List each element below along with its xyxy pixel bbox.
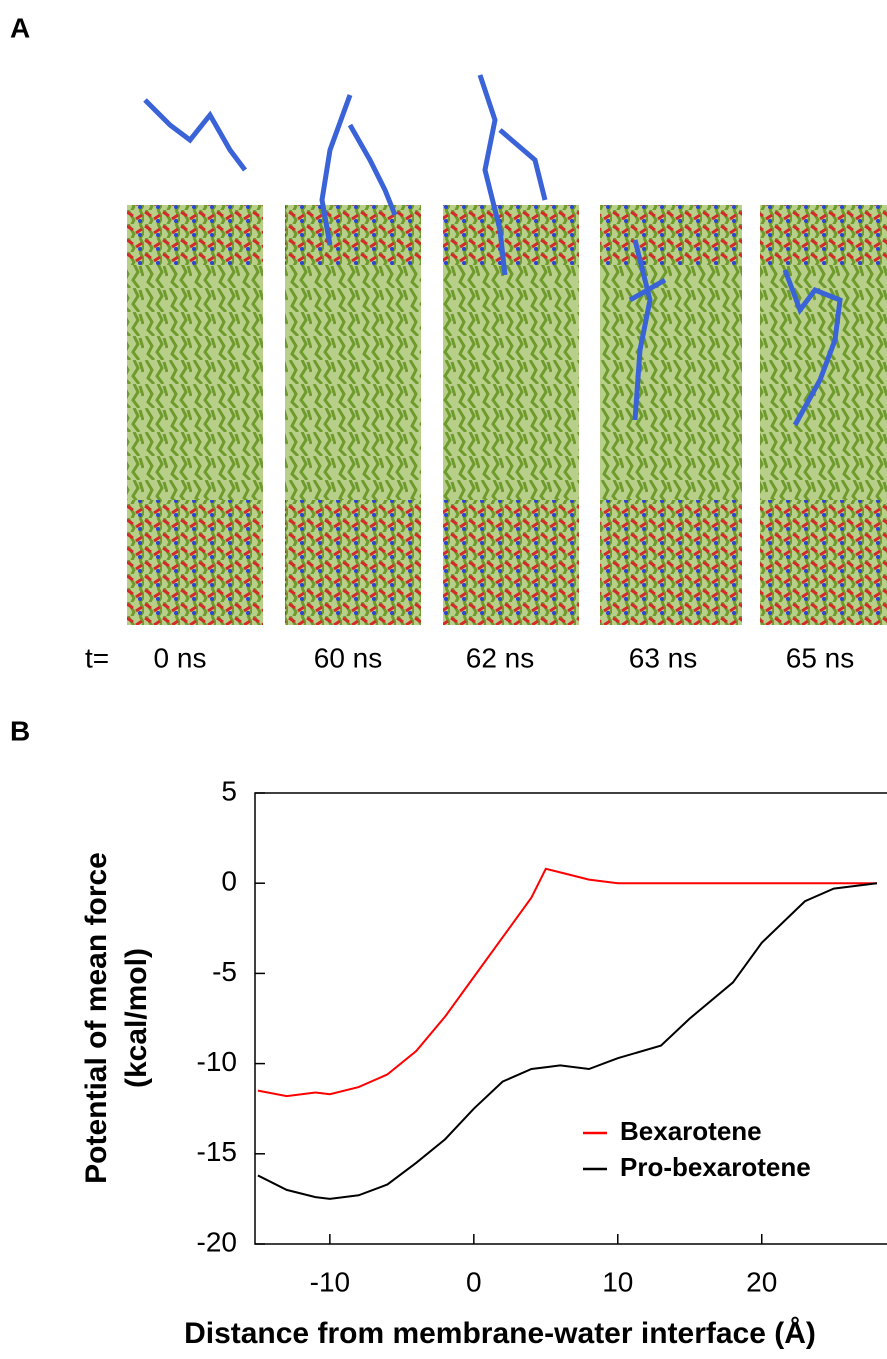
snapshot [443,74,579,625]
y-axis-label: Potential of mean force [80,852,113,1184]
y-tick-label: 0 [221,866,237,897]
legend-label: Pro-bexarotene [620,1152,811,1182]
x-axis-label: Distance from membrane-water interface (… [184,1317,816,1350]
snapshot [127,98,263,625]
y-tick-label: -15 [197,1136,237,1167]
plot-frame [254,792,887,1245]
time-label: 60 ns [314,642,383,673]
membrane-snapshots [127,74,887,625]
time-label: 65 ns [786,642,855,673]
snapshot [600,205,742,625]
y-tick-label: -20 [197,1226,237,1257]
time-label: 0 ns [154,642,207,673]
x-tick-label: -10 [310,1266,350,1297]
snapshot [760,205,887,625]
x-tick-label: 20 [746,1266,777,1297]
panel-label: A [10,12,30,43]
y-axis-label: (kcal/mol) [120,948,153,1088]
y-tick-label: 5 [221,775,237,806]
snapshot [285,94,421,625]
series-line [257,867,877,1098]
x-tick-label: 0 [466,1266,482,1297]
panel-label: B [10,715,30,746]
time-label: 62 ns [466,642,535,673]
x-tick-label: 10 [602,1266,633,1297]
y-tick-label: -5 [212,956,237,987]
legend-label: Bexarotene [620,1116,762,1146]
pmf-chart: -20 -15 -10 -5 0 5 -10 0 10 20 Distance from membr… [80,775,887,1350]
time-prefix: t= [85,642,109,673]
series-line [257,882,878,1200]
time-label: 63 ns [629,642,698,673]
y-tick-label: -10 [197,1046,237,1077]
